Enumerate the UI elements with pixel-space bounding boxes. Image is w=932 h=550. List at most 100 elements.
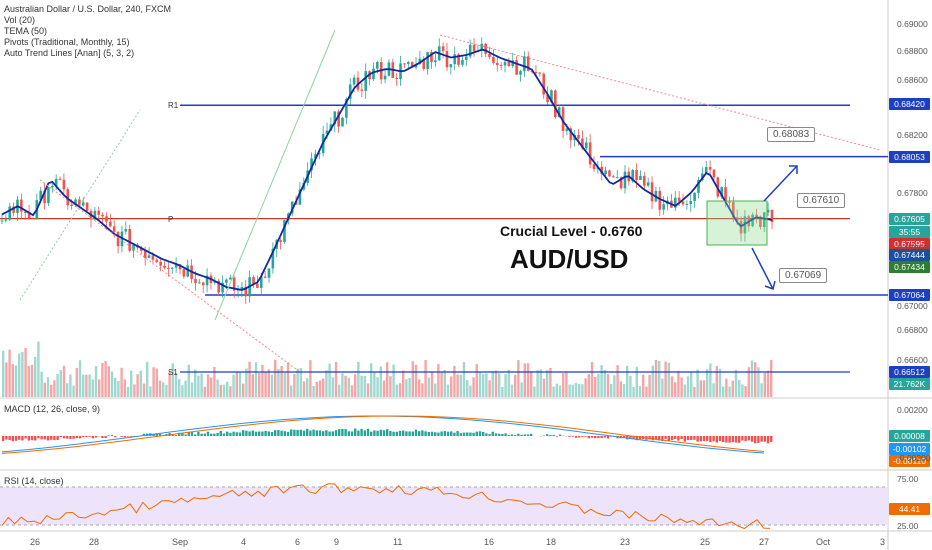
candle-body: [101, 214, 104, 217]
bearish-arrowhead: [764, 280, 776, 290]
macd-histogram-bar: [581, 436, 584, 437]
upper-target-callout[interactable]: 0.68083: [767, 127, 816, 142]
candle-body: [422, 58, 426, 70]
candle-body: [105, 216, 108, 222]
candle-body: [495, 62, 499, 66]
volume-bar: [504, 374, 507, 397]
macd-histogram-bar: [171, 434, 174, 436]
volume-bar: [398, 383, 402, 397]
candle-body: [240, 286, 244, 290]
macd-histogram-bar: [222, 433, 226, 436]
pivot-callout[interactable]: 0.67610: [797, 193, 846, 208]
candle-body: [151, 255, 155, 260]
volume-bar: [629, 375, 632, 397]
volume-bar: [94, 366, 98, 397]
price-tag: 0.66512: [889, 366, 930, 378]
candle-body: [484, 43, 487, 54]
candle-body: [631, 169, 635, 182]
volume-bar: [21, 351, 24, 397]
volume-bar: [686, 376, 690, 397]
volume-bar: [763, 372, 766, 397]
candle-body: [314, 154, 317, 159]
macd-histogram-bar: [690, 436, 693, 440]
volume-bar: [616, 365, 619, 397]
volume-bar: [750, 360, 754, 397]
volume-bar: [197, 375, 200, 397]
volume-bar: [210, 377, 213, 397]
volume-bar: [238, 372, 242, 397]
price-tag: 35:55: [889, 226, 930, 238]
macd-histogram-bar: [11, 436, 14, 442]
candle-body: [526, 56, 530, 71]
macd-histogram-bar: [306, 428, 309, 436]
candle-body: [395, 78, 398, 80]
macd-histogram-bar: [648, 436, 651, 440]
candle-body: [403, 63, 406, 65]
price-tag: 0.67605: [889, 213, 930, 225]
candle-body: [310, 158, 313, 171]
volume-bar: [5, 362, 8, 397]
macd-histogram-bar: [328, 431, 331, 436]
candle-body: [198, 282, 201, 284]
candle-body: [341, 117, 344, 127]
candle-body: [337, 111, 340, 127]
volume-bar: [59, 370, 62, 397]
macd-histogram-bar: [78, 436, 82, 439]
volume-bar: [344, 375, 347, 397]
volume-bar: [219, 384, 222, 397]
candle-body: [735, 217, 739, 221]
macd-histogram-bar: [357, 430, 360, 436]
candle-body: [194, 278, 197, 284]
candle-body: [441, 46, 445, 51]
volume-bar: [27, 365, 30, 397]
candle-body: [685, 203, 689, 205]
candle-body: [465, 56, 468, 60]
volume-bar: [440, 372, 443, 397]
volume-bar: [194, 369, 197, 397]
candle-body: [298, 189, 302, 205]
macd-histogram-bar: [683, 436, 686, 442]
time-axis-tick: 9: [334, 537, 340, 547]
volume-bar: [677, 370, 680, 397]
macd-histogram-bar: [680, 436, 683, 440]
volume-bar: [619, 381, 622, 397]
macd-histogram-bar: [114, 436, 117, 438]
volume-bar: [632, 386, 635, 397]
volume-bar: [206, 374, 210, 397]
volume-bar: [402, 370, 405, 397]
volume-bar: [418, 379, 421, 397]
macd-histogram-bar: [258, 431, 261, 436]
candle-body: [66, 189, 70, 206]
candle-body: [39, 190, 42, 201]
volume-bar: [757, 367, 760, 397]
macd-histogram-bar: [142, 433, 146, 436]
volume-bar: [722, 386, 725, 397]
volume-bar: [152, 367, 155, 397]
macd-histogram-bar: [395, 431, 398, 436]
volume-bar: [478, 371, 482, 397]
volume-bar: [229, 386, 232, 397]
volume-bar: [376, 377, 379, 397]
lower-target-callout[interactable]: 0.67069: [779, 268, 828, 283]
macd-histogram-bar: [584, 436, 587, 437]
volume-bar: [258, 373, 261, 397]
macd-histogram-bar: [216, 433, 219, 436]
legend-vol: Vol (20): [4, 15, 36, 25]
macd-histogram-bar: [322, 431, 325, 436]
candle-body: [689, 200, 693, 204]
macd-histogram-bar: [485, 433, 488, 436]
volume-bar: [341, 373, 344, 397]
volume-bar: [501, 386, 504, 397]
volume-bar: [117, 380, 120, 397]
chart-legend: Australian Dollar / U.S. Dollar, 240, FX…: [4, 4, 171, 59]
volume-bar: [242, 383, 245, 397]
legend-tema: TEMA (50): [4, 26, 48, 36]
volume-bar: [581, 384, 584, 397]
volume-bar: [120, 367, 123, 397]
macd-histogram-bar: [760, 436, 763, 442]
time-axis-tick: Oct: [816, 537, 831, 547]
volume-bar: [565, 372, 568, 397]
candle-body: [348, 84, 352, 99]
consolidation-box: [706, 200, 768, 246]
